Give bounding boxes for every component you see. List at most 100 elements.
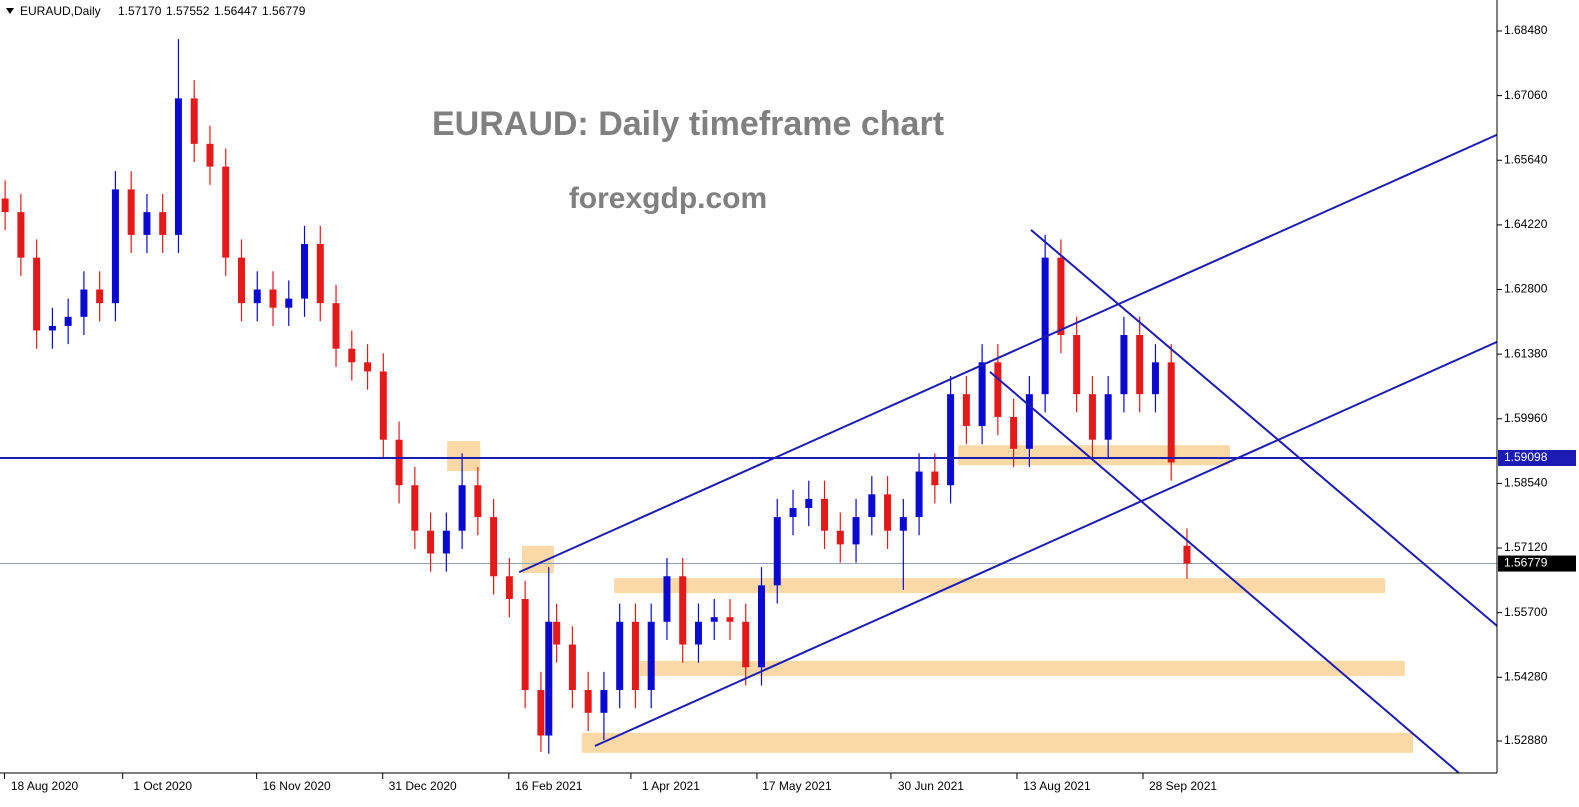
candle-body [1136,335,1144,395]
candle-body [206,143,214,167]
candle-body [348,348,356,363]
ohlc-open: 1.57170 [118,4,162,18]
candle-body [96,289,104,304]
trendline [1030,229,1498,627]
candle-body [17,212,25,258]
current-price-box [1498,555,1576,572]
current-price-label: 1.56779 [1504,556,1548,570]
y-tick-label: 1.58540 [1504,476,1548,490]
candle-body [1073,335,1081,395]
symbol: EURAUD,Daily [20,4,101,18]
candle-body [48,325,56,331]
candle-body [694,621,702,645]
candle-body [568,644,576,691]
candle-body [253,289,261,304]
candle-body [537,690,545,736]
candle-body [758,585,766,668]
candle-body [490,517,498,577]
candle-body [931,471,939,486]
candle-body [584,690,592,713]
candle-body [80,289,88,317]
chart-title: EURAUD: Daily timeframe chart [432,105,944,143]
zone [958,445,1230,466]
candle-body [159,212,167,235]
candle-body [726,617,734,622]
x-tick-label: 17 May 2021 [762,779,832,793]
candle-body [1057,257,1065,336]
candle-body [805,498,813,508]
y-tick-label: 1.54280 [1504,669,1548,683]
y-tick-label: 1.68480 [1504,23,1548,37]
candle-body [663,576,671,622]
candle-body [143,212,151,235]
candle-body [742,621,750,668]
candle-body [868,494,876,518]
candle-body [947,394,955,486]
candle-body [1120,335,1128,395]
candle-body [111,189,119,304]
y-tick-label: 1.57120 [1504,540,1548,554]
candle-body [1088,394,1096,440]
candle-body [899,517,907,531]
x-tick-label: 1 Apr 2021 [642,779,700,793]
candle-body [190,98,198,144]
candle-body [127,189,135,235]
ohlc-close: 1.56779 [262,4,306,18]
candle-body [616,621,624,691]
x-tick-label: 16 Nov 2020 [263,779,331,793]
candle-body [994,362,1002,417]
candle-body [364,362,372,372]
menu-arrow[interactable] [6,8,14,14]
zone [640,660,1405,676]
candle-body [332,303,340,349]
trendline [989,371,1460,774]
candle-body [269,289,277,308]
candle-body [553,621,561,645]
candle-body [505,576,513,600]
candle-body [852,517,860,545]
level-box [1498,450,1576,467]
candle-body [427,530,435,554]
candle-body [395,439,403,486]
candle-body [789,507,797,518]
candle-body [1167,362,1175,463]
y-tick-label: 1.65640 [1504,152,1548,166]
zone [447,441,481,472]
candle-body [64,316,72,326]
candle-body [301,243,309,299]
y-tick-label: 1.59960 [1504,411,1548,425]
x-tick-label: 13 Aug 2021 [1023,779,1091,793]
candle-body [222,166,230,258]
candle-body [237,257,245,304]
candle-body [915,471,923,518]
y-tick-label: 1.61380 [1504,346,1548,360]
trendline [518,133,1498,574]
candle-body [978,362,986,427]
level-label: 1.59098 [1504,450,1548,464]
candle-body [379,371,387,440]
candle-body [474,485,482,518]
candle-body [174,98,182,235]
x-tick-label: 28 Sep 2021 [1149,779,1217,793]
candle-body [33,257,41,331]
candle-body [545,621,553,736]
candle-body [1025,394,1033,449]
candle-body [285,298,293,308]
y-tick-label: 1.67060 [1504,88,1548,102]
y-tick-label: 1.55700 [1504,605,1548,619]
candle-body [442,530,450,554]
candle-body [1183,545,1191,564]
candle-body [679,576,687,645]
candle-body [411,485,419,531]
candle-body [600,690,608,713]
ohlc-high: 1.57552 [166,4,210,18]
x-tick-label: 31 Dec 2020 [389,779,457,793]
zone [581,732,1414,753]
candle-body [1104,394,1112,440]
ohlc-low: 1.56447 [214,4,258,18]
x-tick-label: 18 Aug 2020 [11,779,79,793]
candle-body [1010,416,1018,449]
candle-body [521,599,529,691]
candle-body [710,617,718,622]
candle-body [773,517,781,586]
